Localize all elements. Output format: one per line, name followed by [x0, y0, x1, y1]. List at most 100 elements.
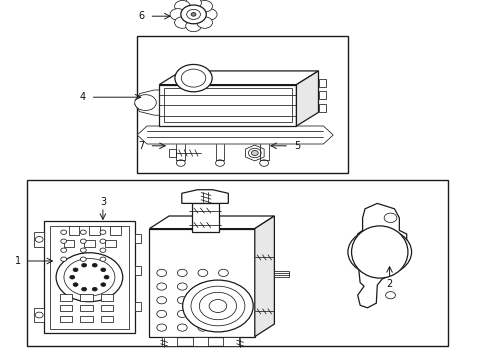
Circle shape — [219, 324, 228, 331]
Bar — [80, 316, 93, 322]
Circle shape — [92, 287, 97, 291]
Circle shape — [219, 297, 228, 304]
Bar — [101, 305, 113, 311]
Text: 4: 4 — [79, 92, 86, 102]
Circle shape — [348, 229, 412, 275]
Circle shape — [177, 269, 187, 276]
Circle shape — [157, 283, 167, 290]
Circle shape — [157, 297, 167, 304]
Bar — [80, 305, 93, 311]
Circle shape — [100, 257, 106, 261]
Bar — [69, 226, 79, 235]
Circle shape — [219, 269, 228, 276]
Circle shape — [181, 5, 206, 24]
Circle shape — [82, 264, 87, 267]
Polygon shape — [169, 149, 176, 157]
Circle shape — [177, 283, 187, 290]
Circle shape — [177, 297, 187, 304]
Circle shape — [135, 95, 156, 111]
Polygon shape — [34, 308, 44, 322]
Polygon shape — [159, 71, 318, 85]
Polygon shape — [245, 145, 264, 161]
Bar — [135, 302, 141, 311]
Circle shape — [181, 69, 206, 87]
Circle shape — [260, 160, 269, 166]
Circle shape — [82, 287, 87, 291]
Circle shape — [61, 239, 67, 243]
Polygon shape — [182, 190, 228, 203]
Circle shape — [384, 213, 397, 222]
Circle shape — [386, 292, 395, 299]
Bar — [44, 221, 135, 333]
Circle shape — [157, 324, 167, 331]
Bar — [84, 240, 95, 247]
Bar — [159, 85, 296, 126]
Circle shape — [186, 20, 201, 32]
Text: 7: 7 — [138, 141, 145, 151]
Polygon shape — [358, 203, 407, 308]
Circle shape — [175, 64, 212, 92]
Circle shape — [35, 237, 43, 242]
Bar — [137, 36, 348, 173]
Circle shape — [176, 160, 185, 166]
Circle shape — [100, 248, 106, 252]
Bar — [105, 240, 116, 247]
Bar — [89, 226, 100, 235]
Polygon shape — [34, 232, 44, 247]
Bar — [110, 226, 121, 235]
Polygon shape — [274, 271, 289, 277]
Bar — [318, 91, 326, 99]
Bar — [318, 79, 326, 87]
Bar — [192, 203, 219, 232]
Circle shape — [248, 148, 261, 158]
Polygon shape — [137, 126, 333, 144]
Circle shape — [177, 310, 187, 318]
Bar — [50, 226, 129, 329]
Circle shape — [104, 275, 109, 279]
Circle shape — [100, 239, 106, 243]
Bar — [27, 180, 448, 346]
Text: 6: 6 — [138, 11, 145, 21]
Bar — [135, 266, 141, 275]
Bar — [101, 316, 113, 322]
Circle shape — [157, 310, 167, 318]
Circle shape — [186, 0, 201, 9]
Circle shape — [219, 283, 228, 290]
Bar — [101, 294, 113, 301]
Circle shape — [80, 248, 86, 252]
Circle shape — [216, 160, 224, 166]
Circle shape — [198, 310, 208, 318]
Circle shape — [251, 150, 258, 156]
Circle shape — [61, 257, 67, 261]
Ellipse shape — [352, 226, 408, 278]
Bar — [223, 337, 239, 346]
Circle shape — [174, 0, 190, 12]
Circle shape — [92, 264, 97, 267]
Circle shape — [56, 253, 122, 302]
Circle shape — [183, 280, 253, 332]
Circle shape — [101, 268, 106, 271]
Circle shape — [201, 9, 217, 20]
Circle shape — [198, 269, 208, 276]
Circle shape — [157, 269, 167, 276]
Bar — [149, 229, 255, 337]
Polygon shape — [296, 71, 318, 126]
Circle shape — [73, 283, 78, 287]
Polygon shape — [255, 216, 274, 337]
Circle shape — [101, 283, 106, 287]
Bar — [318, 104, 326, 112]
Bar — [60, 305, 72, 311]
Circle shape — [199, 292, 237, 320]
Circle shape — [198, 283, 208, 290]
Circle shape — [197, 0, 213, 12]
Text: 2: 2 — [387, 279, 392, 289]
Text: 1: 1 — [15, 256, 21, 266]
Bar — [162, 337, 177, 346]
Circle shape — [197, 17, 213, 28]
Circle shape — [219, 310, 228, 318]
Circle shape — [35, 312, 43, 318]
Bar — [80, 294, 93, 301]
Text: 3: 3 — [100, 197, 106, 207]
Polygon shape — [135, 90, 159, 115]
Circle shape — [64, 258, 115, 296]
